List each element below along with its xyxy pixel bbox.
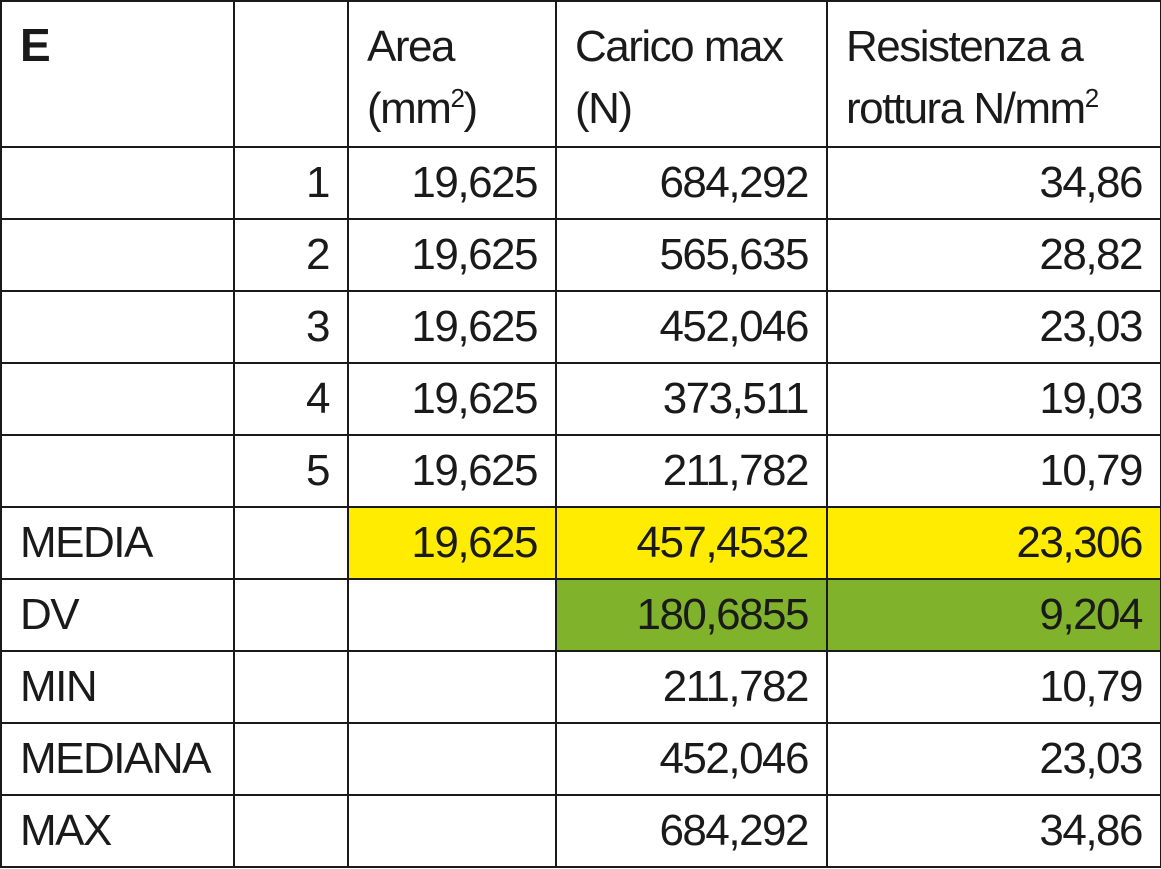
row-label <box>0 362 235 436</box>
resistenza-cell: 9,204 <box>826 577 1161 652</box>
carico-cell: 684,292 <box>555 793 828 869</box>
row-index <box>233 793 349 869</box>
carico-header-line1: Carico max <box>575 22 784 71</box>
table-row: 3 19,625 452,046 23,03 <box>0 290 1161 365</box>
area-cell <box>347 793 557 869</box>
area-cell: 19,625 <box>347 218 557 293</box>
summary-row-max: MAX 684,292 34,86 <box>0 793 1161 869</box>
resistenza-cell: 28,82 <box>826 218 1161 293</box>
summary-row-dv: DV 180,6855 9,204 <box>0 577 1161 652</box>
area-cell <box>347 721 557 796</box>
carico-header-line2: (N) <box>575 84 633 133</box>
resistenza-cell: 34,86 <box>826 793 1161 869</box>
area-header: Area (mm2) <box>347 0 557 149</box>
header-row: E Area (mm2) Carico max (N) Resistenza a… <box>0 0 1161 149</box>
row-index: 4 <box>233 362 349 436</box>
table-row: 1 19,625 684,292 34,86 <box>0 146 1161 221</box>
area-cell: 19,625 <box>347 146 557 221</box>
area-header-line2: (mm2) <box>367 83 478 133</box>
resistenza-cell: 34,86 <box>826 146 1161 221</box>
table-row: 2 19,625 565,635 28,82 <box>0 218 1161 293</box>
row-index: 2 <box>233 218 349 293</box>
row-label <box>0 290 235 365</box>
table-row: 4 19,625 373,511 19,03 <box>0 362 1161 436</box>
resistenza-cell: 23,03 <box>826 290 1161 365</box>
area-cell <box>347 577 557 652</box>
area-cell: 19,625 <box>347 434 557 508</box>
area-header-line1: Area <box>367 22 455 71</box>
index-header <box>233 0 349 149</box>
carico-cell: 565,635 <box>555 218 828 293</box>
resistenza-cell: 10,79 <box>826 649 1161 724</box>
resistenza-header-line2: rottura N/mm2 <box>846 83 1099 133</box>
resistenza-cell: 23,306 <box>826 505 1161 580</box>
carico-cell: 373,511 <box>555 362 828 436</box>
summary-row-min: MIN 211,782 10,79 <box>0 649 1161 724</box>
row-label: MAX <box>0 793 235 869</box>
area-cell: 19,625 <box>347 505 557 580</box>
row-label: DV <box>0 577 235 652</box>
row-index: 3 <box>233 290 349 365</box>
corner-label: E <box>0 0 235 149</box>
row-index: 1 <box>233 146 349 221</box>
row-label <box>0 218 235 293</box>
area-cell <box>347 649 557 724</box>
summary-row-mediana: MEDIANA 452,046 23,03 <box>0 721 1161 796</box>
row-label <box>0 434 235 508</box>
resistenza-header: Resistenza a rottura N/mm2 <box>826 0 1161 149</box>
area-cell: 19,625 <box>347 362 557 436</box>
resistenza-header-line1: Resistenza a <box>846 22 1084 71</box>
row-index <box>233 577 349 652</box>
row-index: 5 <box>233 434 349 508</box>
table-row: 5 19,625 211,782 10,79 <box>0 434 1161 508</box>
resistenza-cell: 23,03 <box>826 721 1161 796</box>
summary-row-media: MEDIA 19,625 457,4532 23,306 <box>0 505 1161 580</box>
row-label: MIN <box>0 649 235 724</box>
row-index <box>233 505 349 580</box>
carico-cell: 211,782 <box>555 649 828 724</box>
row-label <box>0 146 235 221</box>
carico-cell: 457,4532 <box>555 505 828 580</box>
row-index <box>233 649 349 724</box>
carico-cell: 452,046 <box>555 290 828 365</box>
resistenza-cell: 10,79 <box>826 434 1161 508</box>
row-index <box>233 721 349 796</box>
resistenza-cell: 19,03 <box>826 362 1161 436</box>
area-cell: 19,625 <box>347 290 557 365</box>
carico-cell: 211,782 <box>555 434 828 508</box>
carico-cell: 452,046 <box>555 721 828 796</box>
row-label: MEDIANA <box>0 721 235 796</box>
row-label: MEDIA <box>0 505 235 580</box>
carico-cell: 180,6855 <box>555 577 828 652</box>
carico-cell: 684,292 <box>555 146 828 221</box>
carico-header: Carico max (N) <box>555 0 828 149</box>
